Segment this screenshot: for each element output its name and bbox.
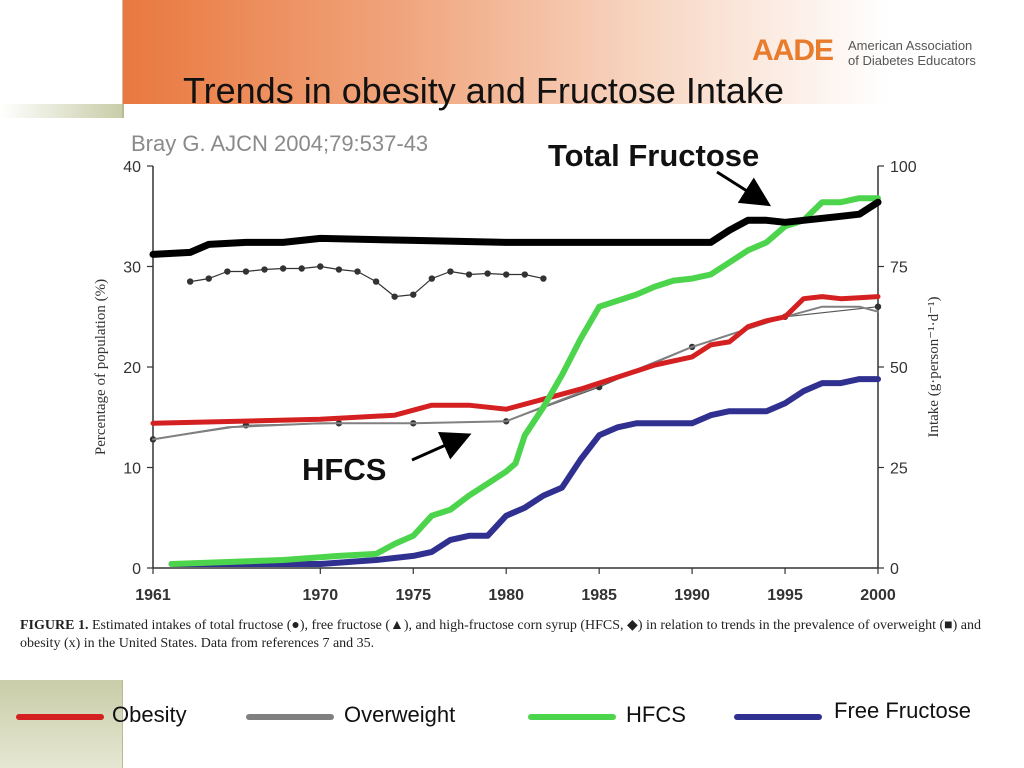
data-point [484,270,491,277]
x-tick-label: 1975 [395,587,431,604]
aade-logo: AADE [752,34,834,68]
y-right-axis-title: Intake (g·person⁻¹·d⁻¹) [926,296,942,437]
legend-swatch-free-fructose [734,714,822,720]
legend-item-overweight: Overweight [246,700,506,730]
legend-label-overweight: Overweight [344,702,456,727]
legend-swatch-obesity [16,714,104,720]
data-point [391,293,398,300]
data-point [540,275,547,282]
x-tick-label: 1990 [674,587,710,604]
data-point [317,263,324,270]
series-line-free-fructose [168,376,881,567]
total-fructose-arrow [716,170,772,207]
data-point [279,265,287,272]
x-tick-label: 2000 [860,587,896,604]
series-line-obesity [150,294,881,426]
header-band [122,0,1024,104]
data-point [242,268,250,275]
data-point [354,268,361,275]
y-left-tick-label: 20 [123,360,141,377]
y-left-tick-label: 0 [132,561,141,578]
figure-caption: FIGURE 1. Estimated intakes of total fru… [20,617,1020,653]
header-divider [122,0,123,104]
caption-text: Estimated intakes of total fructose (●),… [20,618,981,651]
logo-mark: AADE [752,34,834,67]
logo-text-line2: of Diabetes Educators [848,53,976,68]
y-right-tick-label: 75 [890,260,908,277]
data-point [410,291,417,298]
legend-swatch-hfcs [528,714,616,720]
legend-item-hfcs: HFCS [528,700,728,730]
logo-text: American Association of Diabetes Educato… [848,38,998,68]
data-point [465,271,473,278]
data-point [205,275,212,282]
legend-label-obesity: Obesity [112,702,187,727]
y-left-axis-title: Percentage of population (%) [93,279,109,455]
series-line-total-fructose [149,198,882,258]
y-left-tick-label: 30 [123,260,141,277]
y-left-tick-label: 40 [123,159,141,176]
hfcs-arrow [411,432,472,462]
y-right-tick-label: 50 [890,360,908,377]
data-point [521,271,528,278]
data-point [224,268,231,275]
footer-accent-block [0,680,122,768]
data-point [261,266,268,273]
data-point [298,265,305,272]
y-right-tick-label: 0 [890,561,899,578]
x-tick-label: 1985 [581,587,617,604]
legend-swatch-overweight [246,714,334,720]
accent-bar [0,104,122,118]
data-point [428,275,436,282]
series-line-hfcs [168,195,881,567]
annotation-total-fructose: Total Fructose [548,138,760,173]
data-point [335,266,343,273]
accent-divider [122,104,124,118]
slide-title: Trends in obesity and Fructose Intake [183,70,784,111]
y-left-tick-label: 10 [123,461,141,478]
data-point [503,271,510,278]
caption-label: FIGURE 1. [20,618,89,633]
x-tick-label: 1961 [135,587,171,604]
data-point [447,268,454,275]
y-right-tick-label: 25 [890,461,908,478]
annotation-hfcs: HFCS [302,452,387,487]
legend-item-free-fructose: Free Fructose [734,698,1014,728]
x-tick-label: 1995 [767,587,803,604]
data-point [372,278,380,285]
legend-label-free-fructose: Free Fructose [834,698,971,723]
logo-text-line1: American Association [848,38,973,53]
citation: Bray G. AJCN 2004;79:537-43 [131,131,429,156]
x-tick-label: 1980 [488,587,524,604]
data-point [874,303,882,310]
data-point [186,278,194,285]
y-right-tick-label: 100 [890,159,917,176]
footer-divider [122,680,123,768]
x-tick-label: 1970 [303,587,339,604]
legend-item-obesity: Obesity [14,700,214,730]
legend-label-hfcs: HFCS [626,702,686,727]
